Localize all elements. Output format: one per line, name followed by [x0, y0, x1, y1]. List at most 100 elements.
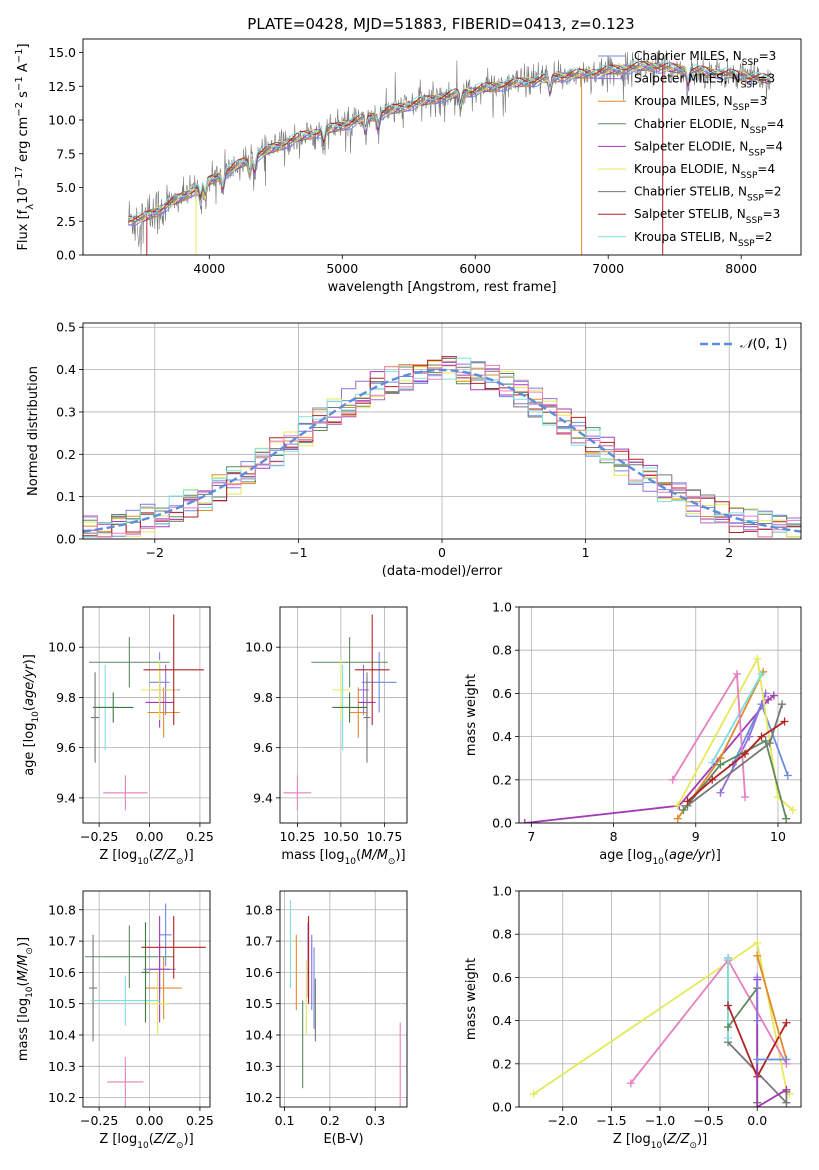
axes-frame [82, 38, 802, 256]
weight-marker [753, 938, 762, 947]
x-tick-label: 1 [582, 545, 590, 560]
legend-label-value: =4 [765, 139, 783, 153]
x-tick-label: 6000 [459, 261, 491, 276]
x-tick-label: 0.0 [747, 1113, 767, 1128]
weight-marker [673, 814, 682, 823]
weight-line-kroupa-elodie [533, 941, 791, 1095]
y-tick-label: 10.0 [245, 640, 273, 655]
weight-marker [782, 1098, 791, 1107]
x-tick-label: 9 [692, 829, 700, 844]
spectrum-panel: 4000 5000 6000 7000 8000 0.0 2.5 5.0 7.5 10.0 12.5… [14, 38, 802, 295]
weight-vs-metallicity-panel: −2.0 −1.5 −1.0 −0.5 0.0 0.0 0.2 0.4 0.6 0.8 1.0 Z [… [464, 884, 802, 1151]
x-axis-label-part: Z [log [99, 848, 137, 863]
legend-label-name: Salpeter MILES, N [634, 72, 741, 86]
y-axis-label-part: s [16, 91, 31, 102]
weight-marker [745, 732, 754, 741]
legend-label-value: =3 [750, 94, 768, 108]
x-axis-label-part: ⊙ [176, 1141, 184, 1151]
x-tick-label: −0.25 [80, 1113, 118, 1128]
x-tick-label: −0.25 [80, 829, 118, 844]
x-axis-label-part: E(B-V) [323, 1132, 363, 1147]
weight-marker [724, 1001, 733, 1010]
y-tick-label: 10.5 [245, 996, 273, 1011]
y-axis-label-part: 10 [31, 711, 41, 723]
y-axis-label-part: ] [16, 43, 31, 48]
legend-label-sub: SSP [750, 126, 767, 136]
x-axis-label-part: (data-model)/error [382, 564, 503, 579]
x-tick-label: −2 [146, 545, 164, 560]
legend-label: Chabrier STELIB, NSSP=2 [634, 185, 782, 204]
weight-marker [788, 806, 797, 815]
y-tick-label: 10.3 [245, 1059, 273, 1074]
x-axis-label-part: ( [356, 848, 361, 863]
y-axis-label-part: )] [22, 654, 37, 664]
legend-label-value: =4 [766, 117, 784, 131]
legend-label-value: =2 [764, 185, 782, 199]
weight-marker [716, 788, 725, 797]
y-tick-label: 0.2 [492, 1056, 512, 1071]
legend-label-name: Salpeter STELIB, N [634, 207, 746, 221]
plot-area [520, 654, 797, 823]
axes-frame [518, 890, 802, 1108]
x-axis-label-part: mass [log [281, 848, 344, 863]
y-tick-label: 0.8 [492, 643, 512, 658]
weight-marker [753, 654, 762, 663]
plot-area [289, 900, 401, 1107]
y-tick-label: 10.6 [48, 965, 76, 980]
weight-marker [708, 758, 717, 767]
x-axis-label: age [log10(age/yr)] [599, 848, 721, 867]
x-axis-label-part: Z [log [613, 1132, 651, 1147]
weight-marker [757, 669, 766, 678]
y-tick-label: 10.3 [48, 1059, 76, 1074]
y-axis-label: Flux [fλ10−17 erg cm−2 s−1 A−1] [14, 43, 36, 250]
y-axis-label-part: 10 [16, 187, 31, 204]
x-axis-label-part: ( [664, 848, 669, 863]
y-tick-label: 15.0 [48, 45, 76, 60]
x-tick-label: 0.2 [320, 1113, 340, 1128]
model-line-salpeter-stelib [128, 60, 771, 222]
y-tick-label: 0.6 [492, 686, 512, 701]
x-axis-label-part: Z/Z [153, 1132, 177, 1147]
legend-label-name: Kroupa STELIB, N [634, 230, 738, 244]
legend-label: Chabrier ELODIE, NSSP=4 [634, 117, 784, 136]
x-axis-label: Z [log10(Z/Z⊙)] [99, 848, 193, 867]
weight-line-kroupa-stelib [711, 673, 763, 763]
y-tick-label: 9.8 [253, 690, 273, 705]
y-tick-label: 5.0 [56, 180, 76, 195]
weight-marker [764, 695, 773, 704]
y-axis-label: mass weight [464, 958, 479, 1040]
x-axis-label: mass [log10(M/M⊙)] [281, 848, 405, 867]
y-tick-label: 0.4 [492, 729, 512, 744]
weight-marker [741, 793, 750, 802]
y-tick-label: 10.2 [245, 1090, 273, 1105]
legend-label-sub: SSP [742, 58, 759, 68]
y-axis-label-part: A [16, 63, 31, 76]
mass-vs-metallicity-panel: −0.25 0.00 0.25 10.2 10.3 10.4 10.5 10.6 10.7 10.… [16, 890, 214, 1151]
model-line-salpeter-elodie [128, 62, 771, 223]
y-axis-label-part: Normed distribution [26, 366, 41, 496]
y-tick-label: 10.6 [245, 965, 273, 980]
normal-curve [83, 368, 801, 533]
legend-label-sub: SSP [747, 194, 764, 204]
weight-marker [753, 973, 762, 982]
x-axis-label-part: ( [662, 1132, 667, 1147]
weight-marker [724, 953, 733, 962]
y-tick-label: 0.1 [56, 489, 76, 504]
x-tick-label: −0.5 [693, 1113, 723, 1128]
legend-label: Kroupa STELIB, NSSP=2 [634, 230, 772, 249]
axes-frame [279, 606, 408, 824]
y-tick-label: 10.7 [48, 934, 76, 949]
y-axis-label-part: −1 [14, 76, 25, 91]
legend-label: Salpeter MILES, NSSP=3 [634, 72, 775, 91]
y-tick-label: 10.4 [245, 1028, 273, 1043]
age-vs-mass-panel: 10.25 10.50 10.75 9.4 9.6 9.8 10.0 mass [log10(… [245, 606, 408, 867]
y-tick-label: 0.0 [56, 532, 76, 547]
legend-label-sub: SSP [741, 81, 758, 91]
legend-label-name: Salpeter ELODIE, N [634, 139, 748, 153]
x-axis-label-part: Z [log [99, 1132, 137, 1147]
weight-line-kroupa-miles [756, 955, 788, 1060]
x-axis-label: E(B-V) [323, 1132, 363, 1147]
x-axis-label-part: ⊙ [176, 857, 184, 867]
x-axis-label-part: age [log [599, 848, 652, 863]
